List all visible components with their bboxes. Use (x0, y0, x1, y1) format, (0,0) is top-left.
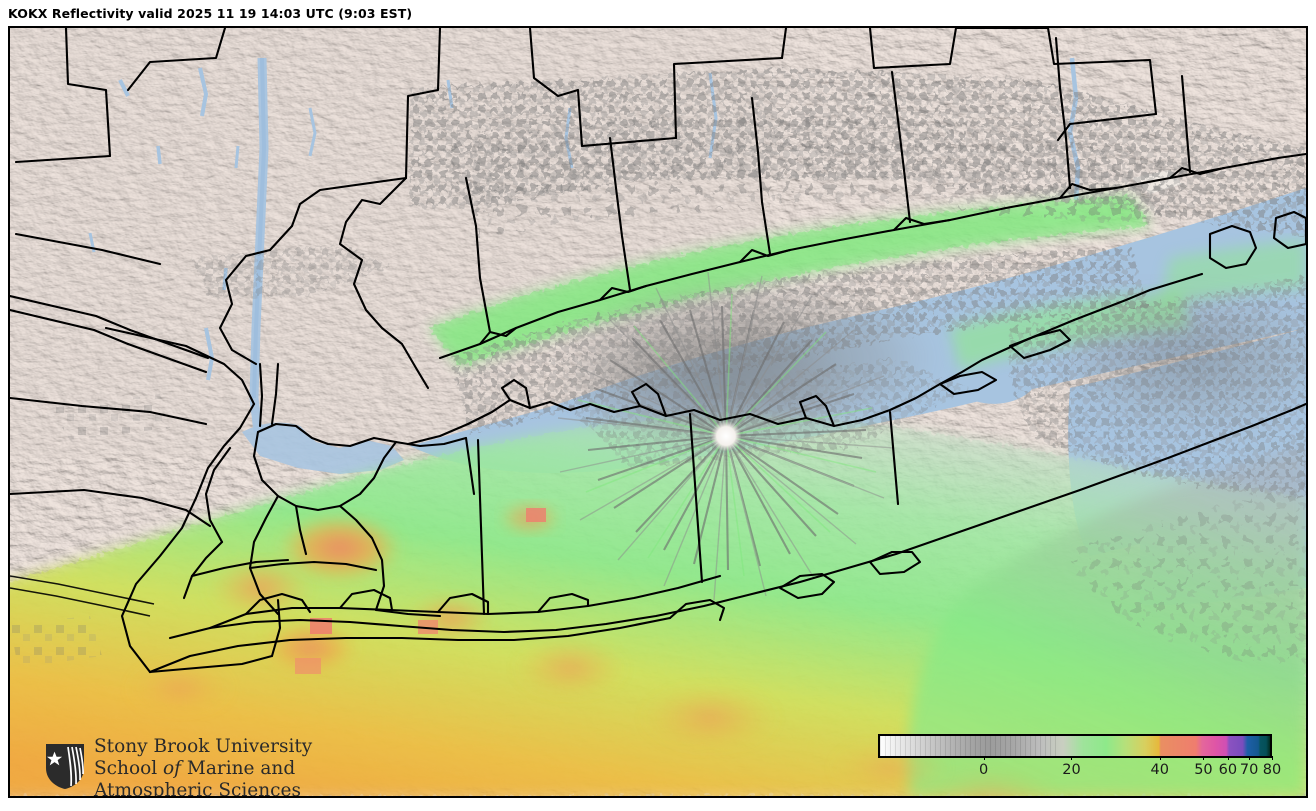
colorbar-tick-mark (1071, 756, 1073, 760)
colorbar-tick-mark (983, 756, 985, 760)
colorbar-tick-mark (1272, 756, 1273, 760)
colorbar-tick-label: 70 (1239, 762, 1259, 778)
reflectivity-colorbar: 0 20 40 50 60 70 80 (878, 734, 1282, 796)
sbu-line-2-b: Marine and (181, 758, 296, 779)
radar-map-canvas[interactable] (10, 28, 1306, 796)
sbu-line-2: School of Marine and (94, 758, 312, 780)
sbu-line-3: Atmospheric Sciences (94, 780, 301, 798)
colorbar-tick-label: 40 (1150, 762, 1169, 778)
sbu-logo: Stony Brook University School of Marine … (44, 736, 314, 798)
radar-reflectivity-overlay (10, 196, 1306, 796)
colorbar-tick-mark (1159, 756, 1161, 760)
colorbar-tick-mark (1249, 756, 1251, 760)
colorbar-tick-label: 60 (1218, 762, 1238, 778)
sbu-line-2-a: School (94, 758, 164, 779)
colorbar-tick-label: 0 (978, 762, 989, 778)
colorbar-banding (880, 736, 1056, 756)
colorbar-tick-label: 80 (1262, 762, 1282, 778)
sbu-shield-icon (46, 744, 84, 789)
sbu-line-2-italic: of (163, 758, 182, 779)
title-bar: KOKX Reflectivity valid 2025 11 19 14:03… (0, 0, 1316, 26)
colorbar-tick-labels: 0 20 40 50 60 70 80 (878, 756, 1281, 790)
radar-site-marker (711, 421, 741, 451)
sbu-line-1: Stony Brook University (94, 736, 313, 757)
political-boundaries (10, 28, 1306, 674)
radar-map-frame[interactable]: 0 20 40 50 60 70 80 Stony Brook University Sch… (8, 26, 1308, 798)
colorbar-tick-mark (1203, 756, 1205, 760)
sbu-logo-text: Stony Brook University School of Marine … (94, 736, 313, 798)
colorbar-gradient (878, 734, 1272, 758)
colorbar-tick-mark (1227, 756, 1229, 760)
colorbar-tick-label: 20 (1062, 762, 1081, 778)
radar-low-reflectivity-speckle (10, 68, 1306, 668)
colorbar-tick-label: 50 (1194, 762, 1213, 778)
page-title: KOKX Reflectivity valid 2025 11 19 14:03… (8, 5, 413, 21)
